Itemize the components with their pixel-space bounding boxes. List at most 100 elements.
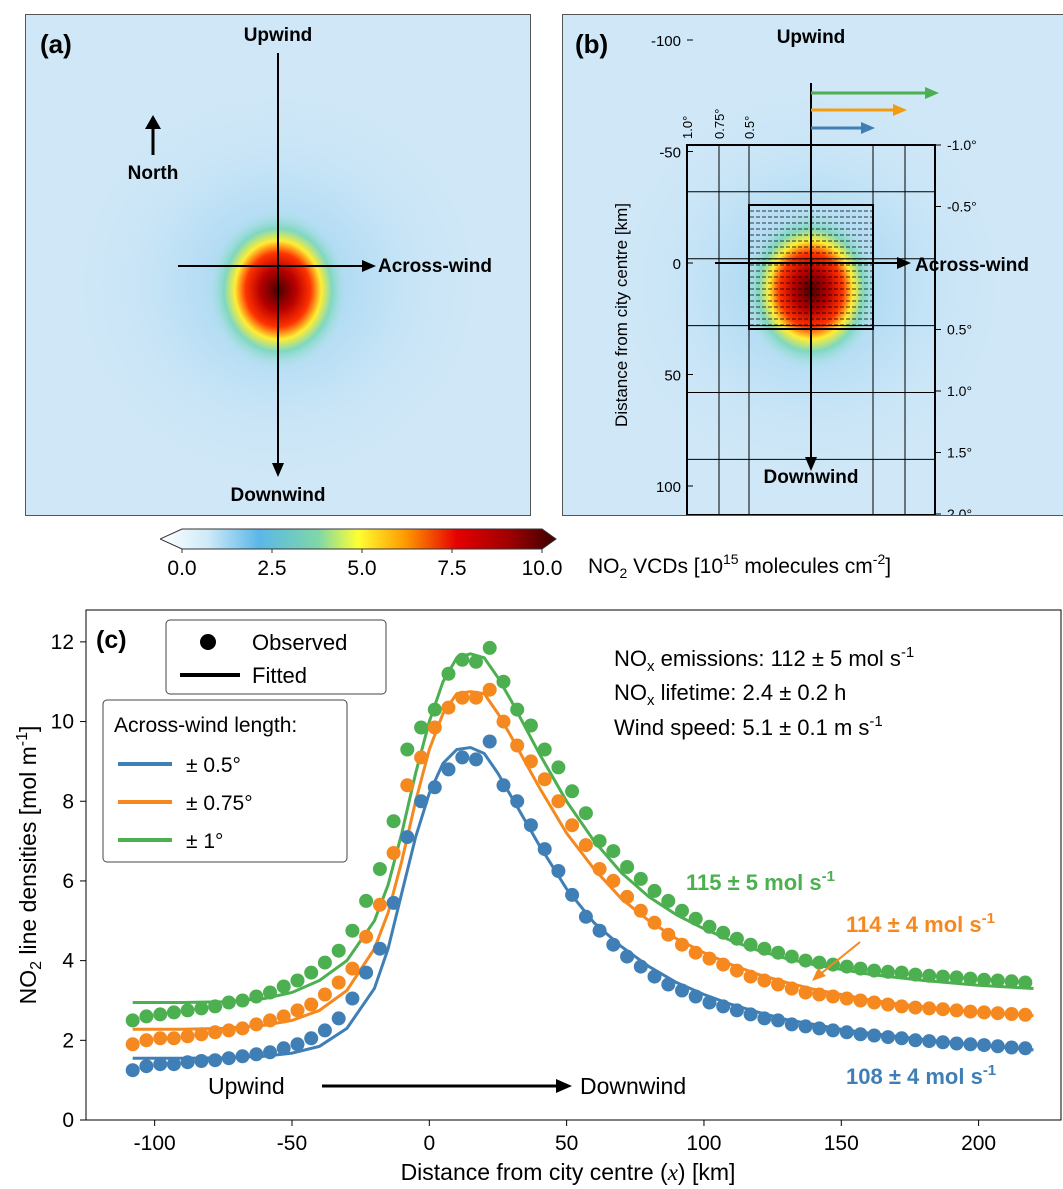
observed-point-series-1: [620, 889, 635, 904]
observed-point-series-1: [935, 1002, 950, 1017]
panel-b-ylabel: Distance from city centre [km]: [612, 203, 631, 427]
observed-point-series-1: [949, 1003, 964, 1018]
north-label: North: [128, 163, 179, 184]
observed-point-series-2: [455, 652, 470, 667]
observed-point-series-0: [345, 991, 360, 1006]
observed-point-series-2: [290, 973, 305, 988]
observed-point-series-2: [606, 844, 621, 859]
observed-point-series-2: [317, 955, 332, 970]
observed-point-series-0: [867, 1028, 882, 1043]
left-tick-label: -100: [651, 33, 681, 50]
observed-point-series-0: [194, 1054, 209, 1068]
observed-point-series-2: [702, 919, 717, 934]
legend-05-label: ± 0.5°: [186, 754, 241, 777]
observed-point-series-2: [276, 979, 291, 994]
panel-a-downwind-label: Downwind: [231, 485, 326, 506]
observed-point-series-2: [372, 862, 387, 876]
observed-point-series-2: [125, 1013, 140, 1028]
legend-observed-label: Observed: [252, 630, 347, 655]
observed-point-series-1: [1004, 1007, 1019, 1021]
observed-point-series-0: [839, 1025, 854, 1040]
observed-point-series-0: [249, 1047, 264, 1062]
observed-point-series-0: [208, 1053, 223, 1068]
observed-point-series-0: [276, 1041, 291, 1056]
observed-point-series-1: [963, 1004, 978, 1019]
legend-title: Across-wind length:: [114, 714, 297, 737]
observed-point-series-0: [221, 1051, 236, 1066]
left-tick-label: 100: [656, 479, 681, 496]
observed-point-series-2: [235, 993, 250, 1008]
observed-point-series-0: [139, 1059, 154, 1074]
observed-point-series-0: [853, 1027, 868, 1042]
observed-point-series-0: [977, 1038, 992, 1053]
y-tick-label: 8: [62, 790, 74, 813]
observed-point-series-1: [455, 690, 470, 705]
observed-point-series-2: [922, 968, 937, 983]
observed-point-series-2: [949, 970, 964, 985]
observed-point-series-0: [482, 734, 497, 749]
result-075deg-pointer-head: [812, 968, 826, 981]
observed-point-series-1: [565, 818, 580, 833]
legend-box: [102, 699, 348, 863]
observed-point-series-0: [757, 1011, 772, 1026]
observed-point-series-2: [221, 995, 236, 1010]
arrow-05deg-head: [861, 122, 875, 134]
observed-point-series-0: [935, 1035, 950, 1050]
observed-point-series-1: [551, 794, 566, 809]
observed-point-series-2: [798, 953, 813, 968]
observed-point-series-2: [1004, 974, 1019, 989]
observed-point-series-0: [894, 1031, 909, 1046]
observed-point-series-0: [180, 1055, 195, 1070]
observed-point-series-1: [908, 1000, 923, 1015]
colorbar-bar: [158, 528, 557, 550]
observed-point-series-2: [771, 945, 786, 960]
observed-point-series-2: [331, 943, 346, 958]
observed-point-series-2: [180, 1003, 195, 1018]
observed-point-series-1: [675, 937, 689, 952]
observed-point-series-2: [249, 989, 264, 1004]
observed-point-series-2: [537, 742, 552, 757]
observed-point-series-1: [592, 862, 607, 876]
observed-point-series-1: [469, 690, 483, 705]
panel-a-map: (a) Upwind Downwind Across-wind North: [25, 14, 531, 516]
observed-point-series-1: [894, 999, 909, 1014]
observed-point-series-1: [235, 1021, 250, 1036]
downwind-arrowhead: [272, 463, 284, 477]
observed-point-series-1: [221, 1023, 236, 1038]
observed-point-series-0: [661, 977, 676, 992]
x-tick-label: -100: [134, 1132, 176, 1155]
right-tick-label: 1.0°: [947, 383, 972, 399]
observed-point-series-1: [633, 903, 648, 918]
legend-observed-fitted: Observed Fitted: [165, 619, 387, 695]
observed-point-series-0: [304, 1031, 319, 1046]
observed-point-series-0: [688, 989, 703, 1004]
observed-point-series-1: [839, 991, 854, 1006]
observed-point-series-1: [139, 1033, 154, 1048]
y-tick-label: 2: [62, 1029, 74, 1052]
observed-point-series-0: [620, 949, 635, 964]
observed-point-series-0: [414, 794, 429, 809]
observed-point-series-1: [386, 846, 401, 860]
panel-b-label: (b): [575, 29, 608, 59]
observed-point-series-1: [702, 951, 717, 966]
observed-point-series-0: [166, 1057, 181, 1072]
across-wind-arrowhead: [362, 260, 376, 272]
top-tick-label: 0.5°: [742, 116, 757, 139]
observed-point-series-1: [400, 778, 415, 793]
observed-point-series-1: [414, 750, 429, 765]
observed-point-series-2: [620, 860, 635, 874]
observed-point-series-2: [153, 1007, 168, 1022]
y-tick-label: 4: [62, 950, 74, 973]
observed-point-series-2: [359, 893, 374, 908]
observed-point-series-0: [496, 778, 511, 793]
observed-point-series-2: [757, 941, 772, 956]
observed-point-series-0: [784, 1017, 799, 1032]
right-tick-label: -0.5°: [947, 199, 977, 215]
right-tick-label: 1.5°: [947, 445, 972, 461]
observed-point-series-1: [743, 969, 758, 984]
panel-a-across-label: Across-wind: [378, 256, 492, 277]
observed-point-series-0: [263, 1045, 277, 1060]
observed-point-series-2: [263, 985, 277, 1000]
observed-point-series-2: [510, 702, 525, 717]
observed-point-series-2: [812, 955, 827, 970]
